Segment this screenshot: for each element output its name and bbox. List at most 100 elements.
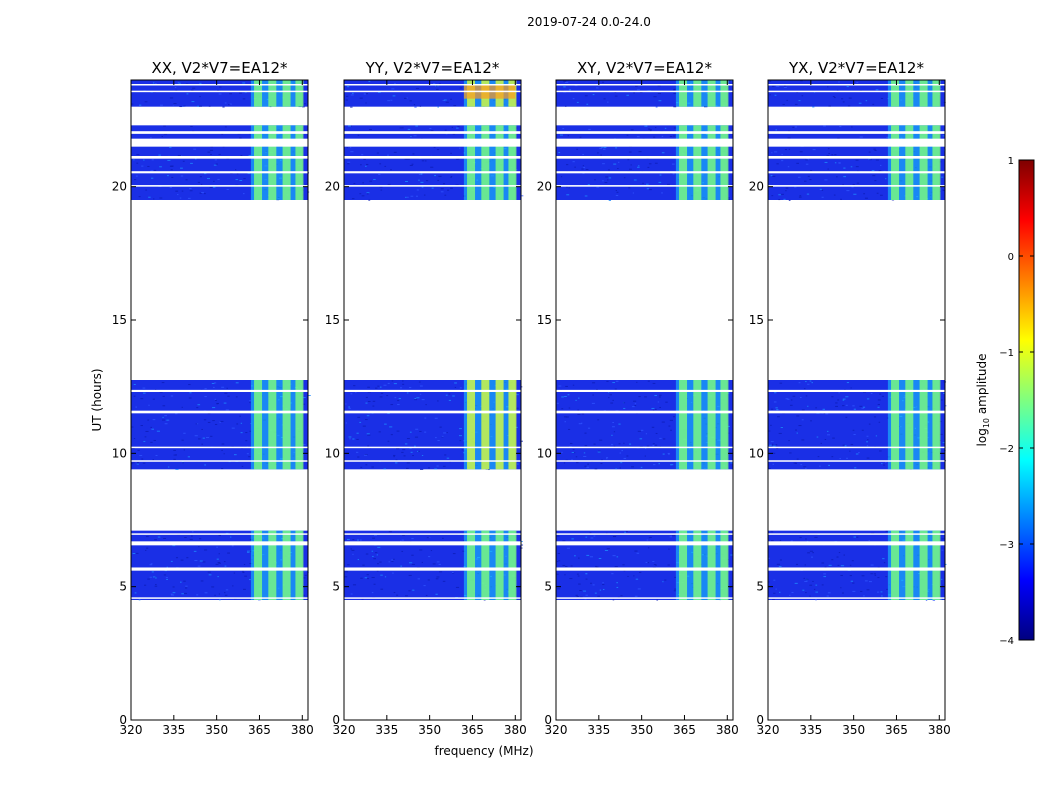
noise-speckle <box>633 575 635 577</box>
noise-speckle <box>182 160 185 162</box>
noise-speckle <box>645 561 648 563</box>
noise-speckle <box>207 421 211 423</box>
noise-speckle <box>367 434 371 436</box>
flagged-gap <box>131 446 308 449</box>
noise-speckle <box>392 95 396 97</box>
noise-speckle <box>158 154 161 156</box>
noise-speckle <box>413 104 416 106</box>
noise-speckle <box>433 83 436 85</box>
flagged-gap <box>131 90 308 93</box>
flagged-gap <box>131 389 308 392</box>
noise-speckle <box>608 397 610 399</box>
noise-speckle <box>646 183 649 185</box>
noise-speckle <box>613 431 616 433</box>
noise-speckle <box>437 106 439 108</box>
noise-speckle <box>159 391 163 393</box>
noise-speckle <box>874 180 877 182</box>
noise-speckle <box>443 432 447 434</box>
noise-speckle <box>657 401 660 403</box>
noise-speckle <box>425 180 429 182</box>
noise-speckle <box>668 425 671 427</box>
noise-speckle <box>177 82 180 84</box>
noise-speckle <box>390 99 393 101</box>
noise-speckle <box>877 399 881 401</box>
noise-speckle <box>565 105 567 107</box>
noise-speckle <box>387 440 390 442</box>
noise-speckle <box>770 441 774 443</box>
noise-speckle <box>650 536 652 538</box>
noise-speckle <box>150 170 154 172</box>
noise-speckle <box>184 537 187 539</box>
noise-speckle <box>785 398 789 400</box>
noise-speckle <box>197 404 201 406</box>
noise-speckle <box>836 556 839 558</box>
noise-speckle <box>827 430 829 432</box>
noise-speckle <box>768 581 770 583</box>
noise-speckle <box>246 453 249 455</box>
noise-speckle <box>151 177 154 179</box>
noise-speckle <box>243 563 246 565</box>
colorbar-tick-label: −3 <box>999 540 1014 551</box>
noise-speckle <box>593 443 596 445</box>
noise-speckle <box>387 100 391 102</box>
noise-speckle <box>453 105 457 107</box>
noise-speckle <box>245 440 248 442</box>
flagged-gap <box>768 156 945 159</box>
noise-speckle <box>393 454 396 456</box>
noise-speckle <box>368 199 371 201</box>
noise-speckle <box>411 563 415 565</box>
noise-speckle <box>558 152 561 154</box>
flagged-gap <box>768 185 945 187</box>
noise-speckle <box>357 559 360 561</box>
noise-speckle <box>351 549 355 551</box>
noise-speckle <box>730 80 733 82</box>
noise-speckle <box>459 435 462 437</box>
noise-speckle <box>877 403 880 405</box>
noise-speckle <box>400 540 402 542</box>
noise-speckle <box>797 176 801 178</box>
noise-speckle <box>148 404 150 406</box>
noise-speckle <box>352 539 355 541</box>
noise-speckle <box>836 176 838 178</box>
noise-speckle <box>217 576 219 578</box>
noise-speckle <box>248 155 252 157</box>
rfi-channel <box>295 530 304 600</box>
noise-speckle <box>577 409 580 411</box>
noise-speckle <box>185 585 188 587</box>
rfi-channel <box>481 380 490 470</box>
flagged-gap <box>344 533 521 535</box>
noise-speckle <box>154 585 158 587</box>
flagged-gap <box>768 410 945 414</box>
noise-speckle <box>162 405 166 407</box>
noise-speckle <box>837 399 840 401</box>
noise-speckle <box>862 595 865 597</box>
flagged-gap <box>556 131 733 134</box>
noise-speckle <box>648 163 652 165</box>
noise-speckle <box>803 388 806 390</box>
noise-speckle <box>155 83 157 85</box>
noise-speckle <box>170 560 173 562</box>
noise-speckle <box>598 558 602 560</box>
flagged-gap <box>131 156 308 159</box>
noise-speckle <box>213 386 215 388</box>
noise-speckle <box>798 425 802 427</box>
noise-speckle <box>424 431 427 433</box>
noise-speckle <box>568 407 571 409</box>
noise-speckle <box>731 183 734 185</box>
rfi-channel <box>919 80 928 107</box>
noise-speckle <box>578 557 580 559</box>
noise-speckle <box>569 442 573 444</box>
noise-speckle <box>454 382 457 384</box>
noise-speckle <box>807 552 810 554</box>
noise-speckle <box>350 393 353 395</box>
noise-speckle <box>842 405 845 407</box>
noise-speckle <box>880 164 882 166</box>
noise-speckle <box>216 558 219 560</box>
noise-speckle <box>369 180 373 182</box>
noise-speckle <box>242 82 246 84</box>
noise-speckle <box>616 582 618 584</box>
noise-speckle <box>208 105 211 107</box>
rfi-channel <box>254 125 263 200</box>
noise-speckle <box>576 596 579 598</box>
noise-speckle <box>451 572 454 574</box>
